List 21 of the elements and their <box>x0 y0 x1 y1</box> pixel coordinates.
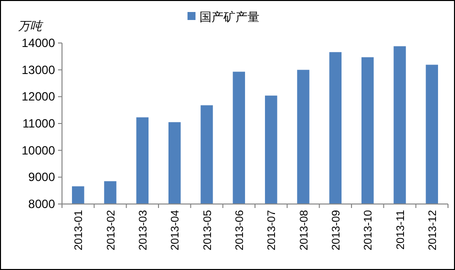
y-tick-label: 9000 <box>28 170 56 184</box>
y-tick-label: 14000 <box>22 36 56 50</box>
x-tick-label: 2013-04 <box>170 210 182 250</box>
x-tick-label: 2013-07 <box>266 210 278 250</box>
legend-label: 国产矿产量 <box>200 10 260 24</box>
x-tick-label: 2013-12 <box>426 210 439 250</box>
y-tick-label: 8000 <box>28 197 56 211</box>
x-tick-label: 2013-10 <box>362 210 375 250</box>
y-tick-label: 13000 <box>22 62 56 77</box>
x-tick-label: 2013-11 <box>394 210 407 250</box>
x-tick-label: 2013-09 <box>330 210 342 250</box>
x-tick-label: 2013-06 <box>234 210 246 250</box>
x-tick-label: 2013-02 <box>105 210 118 250</box>
x-tick-label: 2013-03 <box>137 210 150 250</box>
y-tick-label: 11000 <box>22 116 56 130</box>
y-axis-title: 万吨 <box>18 19 44 33</box>
y-tick-label: 10000 <box>22 143 56 158</box>
x-tick-label: 2013-01 <box>73 210 86 250</box>
x-tick-label: 2013-08 <box>298 210 310 250</box>
y-tick-label: 12000 <box>22 90 56 104</box>
x-tick-label: 2013-05 <box>202 210 214 250</box>
